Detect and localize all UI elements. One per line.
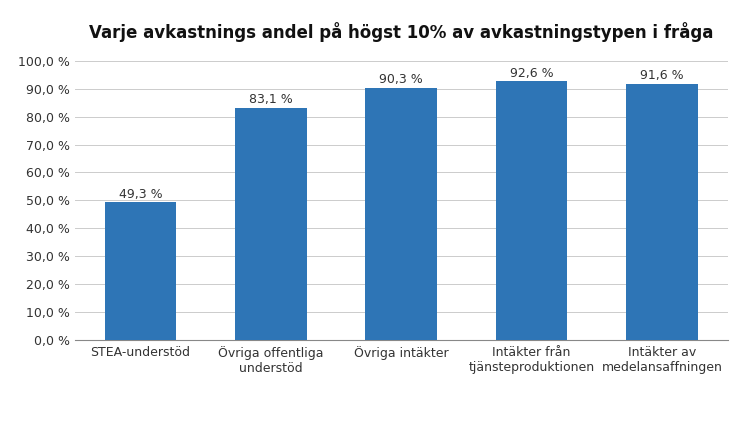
Text: 92,6 %: 92,6 %	[510, 67, 554, 80]
Text: 49,3 %: 49,3 %	[118, 187, 162, 201]
Bar	[626, 84, 698, 340]
Title: Varje avkastnings andel på högst 10% av avkastningstypen i fråga: Varje avkastnings andel på högst 10% av …	[89, 22, 713, 42]
Text: 90,3 %: 90,3 %	[380, 73, 423, 86]
Text: 83,1 %: 83,1 %	[249, 93, 292, 106]
Bar	[365, 88, 437, 340]
Bar	[496, 82, 568, 340]
Bar	[105, 202, 176, 340]
Text: 91,6 %: 91,6 %	[640, 69, 684, 82]
Bar	[235, 108, 307, 340]
